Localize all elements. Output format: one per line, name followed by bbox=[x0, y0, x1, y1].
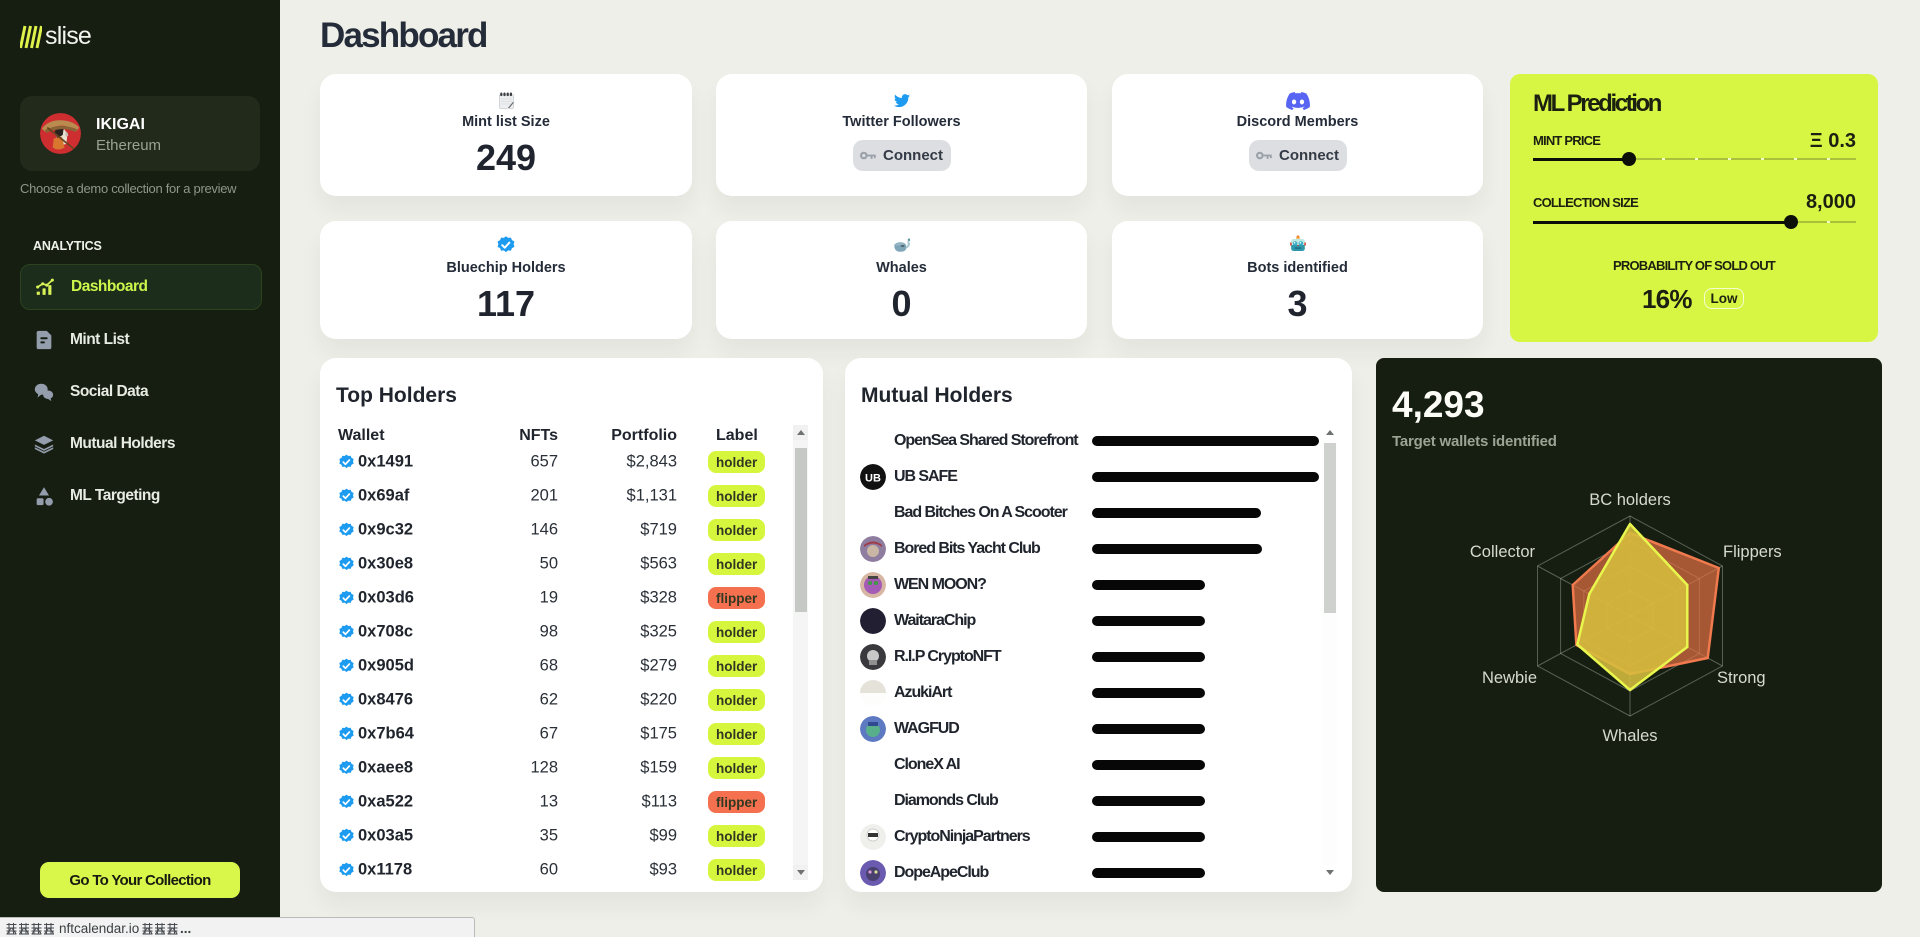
svg-text:Flippers: Flippers bbox=[1723, 543, 1782, 561]
svg-text:nftcalendar.io: nftcalendar.io bbox=[59, 921, 139, 936]
svg-text:Strong: Strong bbox=[1717, 669, 1766, 687]
svg-text:Whales: Whales bbox=[1602, 727, 1657, 745]
svg-text:Newbie: Newbie bbox=[1482, 669, 1537, 687]
svg-text:BC holders: BC holders bbox=[1589, 491, 1671, 509]
svg-text:...: ... bbox=[180, 921, 191, 936]
svg-text:UB: UB bbox=[865, 473, 881, 485]
svg-text:Collector: Collector bbox=[1470, 543, 1536, 561]
